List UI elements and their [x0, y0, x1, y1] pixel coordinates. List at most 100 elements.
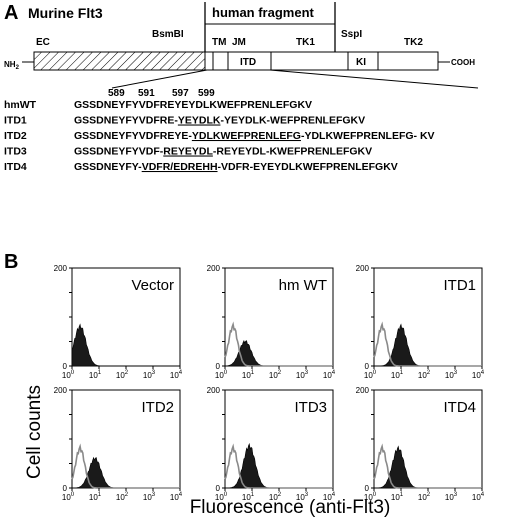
x-tick-label: 103	[143, 492, 156, 502]
x-tick-label: 102	[116, 370, 129, 380]
x-tick-label: 104	[170, 492, 183, 502]
ec-domain-block	[33, 51, 206, 71]
sequence-text: GSSDNEYFYVDFRE-YEYDLK-YEYDLK-WEFPRENLEFG…	[74, 115, 365, 127]
sequence-text: GSSDNEYFYVDFREYE-YDLKWEFPRENLEFG-YDLKWEF…	[74, 130, 435, 142]
x-tick-label: 103	[445, 370, 458, 380]
x-tick-label: 102	[269, 492, 282, 502]
x-tick-label: 103	[143, 370, 156, 380]
panel-b: B Cell counts Fluorescence (anti-Flt3) 0…	[4, 251, 485, 518]
x-tick-label: 101	[89, 370, 102, 380]
cooh-label: COOH	[451, 58, 475, 67]
human-domain-block	[204, 51, 439, 71]
domain-tm-label: TM	[212, 37, 226, 48]
plot-frame	[373, 267, 483, 367]
sequence-label: ITD3	[4, 146, 27, 158]
x-tick-label: 102	[116, 492, 129, 502]
y-tick-label: 0	[365, 484, 370, 493]
domain-ki-label: KI	[356, 57, 366, 68]
y-axis-title: Cell counts	[24, 385, 45, 479]
x-tick-label: 103	[296, 492, 309, 502]
histogram-panel: 0 200 100 101 102 103 104 hm WT	[207, 264, 336, 380]
x-tick-label: 102	[269, 370, 282, 380]
domain-tk2-label: TK2	[404, 37, 423, 48]
y-tick-label: 200	[356, 264, 370, 273]
y-tick-label: 0	[365, 362, 370, 371]
y-tick-label: 200	[207, 386, 221, 395]
panel-label: ITD4	[443, 399, 476, 416]
human-fragment-header: human fragment	[212, 5, 315, 20]
y-tick-label: 200	[54, 386, 68, 395]
panel-a: A Murine Flt3 human fragment EC BsmBI Ss…	[4, 2, 479, 173]
position-589: 589	[108, 88, 125, 99]
y-tick-label: 200	[207, 264, 221, 273]
duplicated-segment: YEYDLK	[178, 115, 221, 127]
duplicated-segment: YDLKWEFPRENLEFG	[192, 130, 301, 142]
itd-block	[227, 51, 272, 71]
panel-a-letter: A	[4, 2, 18, 24]
duplicated-segment: REYEYDL	[163, 146, 213, 158]
x-tick-label: 104	[170, 370, 183, 380]
x-tick-label: 100	[62, 492, 75, 502]
panel-label: ITD1	[443, 277, 476, 294]
domain-tk1-label: TK1	[296, 37, 315, 48]
x-tick-label: 103	[445, 492, 458, 502]
duplicated-segment: VDFR/EDREHH	[142, 161, 218, 173]
histogram-panel: 0 200 100 101 102 103 104 ITD3	[207, 386, 336, 502]
x-tick-label: 102	[418, 370, 431, 380]
x-tick-label: 104	[472, 492, 485, 502]
nh2-label: NH2	[4, 60, 20, 71]
y-tick-label: 0	[63, 362, 68, 371]
histogram-panel: 0 200 100 101 102 103 104 Vector	[54, 264, 183, 380]
panel-b-letter: B	[4, 251, 18, 273]
y-tick-label: 200	[356, 386, 370, 395]
x-tick-label: 101	[242, 492, 255, 502]
histogram-grid: 0 200 100 101 102 103 104 Vector 0 200 100 101 102 10…	[54, 264, 485, 502]
y-tick-label: 0	[63, 484, 68, 493]
panel-label: Vector	[131, 277, 174, 294]
x-tick-label: 100	[215, 370, 228, 380]
sequence-text: GSSDNEYFY-VDFR/EDREHH-VDFR-EYEYDLKWEFPRE…	[74, 161, 398, 173]
y-tick-label: 0	[216, 484, 221, 493]
zoom-line-right	[269, 69, 479, 89]
y-tick-label: 0	[216, 362, 221, 371]
x-tick-label: 101	[391, 492, 404, 502]
x-tick-label: 104	[323, 492, 336, 502]
panel-label: ITD2	[141, 399, 174, 416]
position-597: 597	[172, 88, 189, 99]
site-bsmbi-label: BsmBI	[152, 29, 184, 40]
ki-block	[347, 51, 379, 71]
x-tick-label: 101	[89, 492, 102, 502]
x-tick-label: 104	[472, 370, 485, 380]
x-tick-label: 103	[296, 370, 309, 380]
murine-header: Murine Flt3	[28, 5, 103, 21]
y-tick-label: 200	[54, 264, 68, 273]
zoom-line-left	[111, 69, 208, 89]
domain-ec-label: EC	[36, 37, 50, 48]
x-tick-label: 104	[323, 370, 336, 380]
sequence-label: ITD4	[4, 161, 27, 173]
panel-label: hm WT	[279, 277, 327, 294]
domain-jm-label: JM	[232, 37, 246, 48]
sequence-alignment: hmWT GSSDNEYFYVDFREYEYDLKWEFPRENLEFGKV ITD…	[4, 99, 435, 173]
domain-itd-label: ITD	[240, 57, 256, 68]
x-tick-label: 102	[418, 492, 431, 502]
x-tick-label: 100	[364, 492, 377, 502]
panel-label: ITD3	[294, 399, 327, 416]
sequence-text: GSSDNEYFYVDF-REYEYDL-REYEYDL-KWEFPRENLEF…	[74, 146, 372, 158]
x-tick-label: 100	[62, 370, 75, 380]
sequence-label: ITD1	[4, 115, 27, 127]
x-tick-label: 100	[215, 492, 228, 502]
histogram-panel: 0 200 100 101 102 103 104 ITD1	[356, 264, 485, 380]
x-tick-label: 101	[242, 370, 255, 380]
site-sspi-label: SspI	[341, 29, 362, 40]
x-tick-label: 101	[391, 370, 404, 380]
position-599: 599	[198, 88, 215, 99]
plot-frame	[71, 267, 181, 367]
x-tick-label: 100	[364, 370, 377, 380]
histogram-panel: 0 200 100 101 102 103 104 ITD2	[54, 386, 183, 502]
x-axis-title: Fluorescence (anti-Flt3)	[190, 497, 391, 518]
histogram-panel: 0 200 100 101 102 103 104 ITD4	[356, 386, 485, 502]
sequence-text: GSSDNEYFYVDFREYEYDLKWEFPRENLEFGKV	[74, 99, 312, 111]
position-591: 591	[138, 88, 155, 99]
